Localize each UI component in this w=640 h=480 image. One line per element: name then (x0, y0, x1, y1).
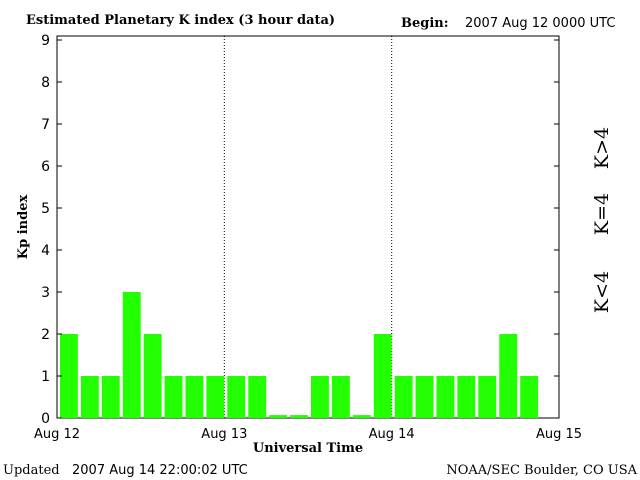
bar-2 (101, 376, 120, 418)
x-axis: Aug 12 Aug 13 Aug 14 Aug 15 (34, 427, 582, 442)
y-tick-label: 4 (41, 243, 50, 259)
bar-4 (143, 334, 162, 418)
bar-14 (352, 415, 371, 418)
x-tick-label: Aug 13 (201, 427, 247, 442)
bar-7 (206, 376, 225, 418)
legend-item-k-eq-4: K=4 (591, 193, 613, 235)
y-tick-label: 0 (41, 411, 50, 427)
source-credit: NOAA/SEC Boulder, CO USA (446, 463, 637, 478)
bar-19 (457, 376, 476, 418)
bar-3 (122, 292, 141, 418)
y-tick-label: 8 (41, 75, 50, 91)
begin-value: 2007 Aug 12 0000 UTC (465, 16, 615, 31)
updated-label: Updated (3, 463, 60, 478)
begin-label: Begin: (401, 16, 449, 31)
bar-5 (164, 376, 183, 418)
x-tick-label: Aug 12 (34, 427, 80, 442)
bar-8 (227, 376, 246, 418)
x-tick-label: Aug 15 (536, 427, 582, 442)
y-axis-label: Kp index (16, 195, 31, 260)
bar-0 (60, 334, 78, 418)
bar-21 (499, 334, 518, 418)
bar-12 (311, 376, 329, 418)
bar-13 (331, 376, 350, 418)
legend-item-k-lt-4: K<4 (591, 271, 613, 313)
y-tick-label: 3 (41, 285, 50, 301)
y-tick-label: 6 (41, 159, 50, 175)
bar-6 (185, 376, 204, 418)
bar-20 (478, 376, 497, 418)
bar-16 (394, 376, 413, 418)
y-tick-label: 1 (41, 369, 50, 385)
x-tick-label: Aug 14 (369, 427, 415, 442)
legend-item-k-gt-4: K>4 (591, 127, 613, 169)
bar-18 (436, 376, 455, 418)
bar-9 (248, 376, 267, 418)
x-axis-label: Universal Time (253, 441, 363, 456)
y-tick-label: 9 (41, 33, 50, 49)
y-tick-label: 5 (41, 201, 50, 217)
updated-value: 2007 Aug 14 22:00:02 UTC (72, 463, 248, 478)
y-axis: 0 1 2 3 4 5 6 7 8 9 (41, 33, 559, 427)
bar-1 (80, 376, 99, 418)
bar-22 (520, 376, 539, 418)
bar-15 (373, 334, 392, 418)
y-tick-label: 2 (41, 327, 50, 343)
chart-title: Estimated Planetary K index (3 hour data… (26, 13, 335, 28)
bars-group (60, 292, 539, 418)
bar-10 (269, 415, 288, 418)
bar-17 (415, 376, 434, 418)
y-tick-label: 7 (41, 117, 50, 133)
bar-11 (290, 415, 308, 418)
